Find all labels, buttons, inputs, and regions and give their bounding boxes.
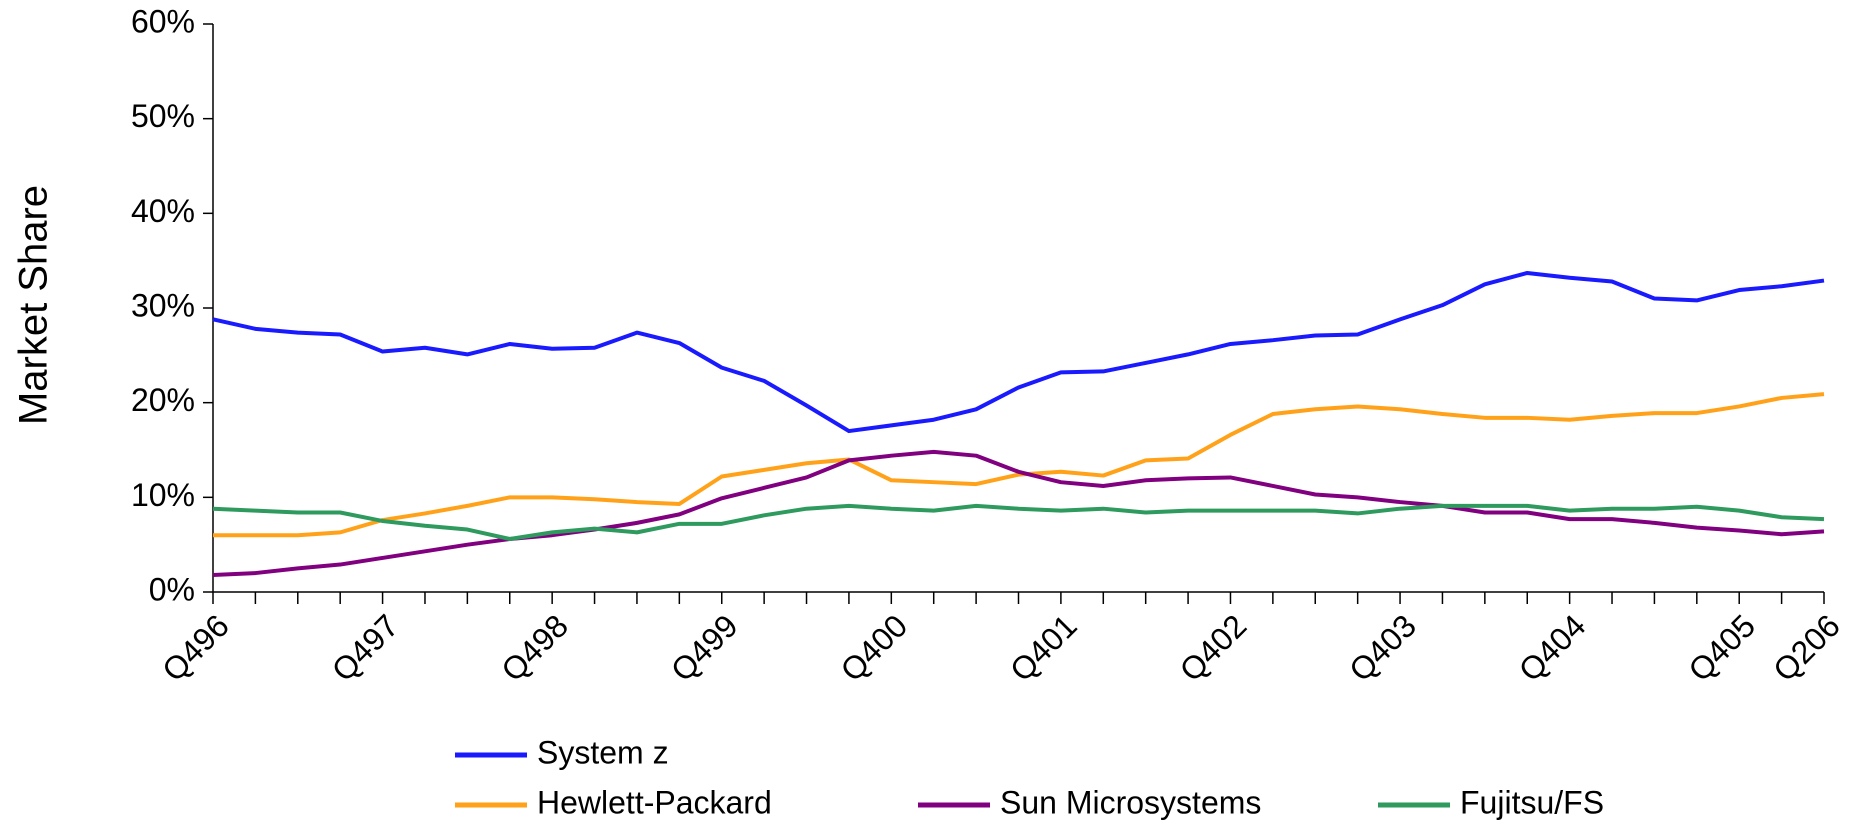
legend-label: Hewlett-Packard [537,784,772,820]
x-tick-label: Q403 [1342,607,1423,688]
x-tick-label: Q497 [325,607,406,688]
series-line [212,449,1825,577]
y-tick-label: 30% [131,287,195,323]
x-tick-label: Q402 [1173,607,1254,688]
x-tick-label: Q498 [494,607,575,688]
y-axis-label: Market Share [12,185,56,425]
legend-label: System z [537,734,669,770]
x-tick-label: Q499 [664,607,745,688]
series-line [213,392,1825,538]
x-tick-label: Q401 [1003,607,1084,688]
series-line [212,503,1825,541]
x-tick-label: Q496 [155,607,236,688]
y-tick-label: 50% [131,98,195,134]
x-tick-label: Q404 [1512,607,1593,688]
y-tick-label: 40% [131,193,195,229]
y-tick-label: 10% [131,477,195,513]
y-tick-label: 60% [131,3,195,39]
x-tick-label: Q405 [1681,607,1762,688]
x-tick-label: Q400 [833,607,914,688]
series-line [212,270,1825,434]
x-tick-label: Q206 [1766,607,1847,688]
legend-label: Fujitsu/FS [1460,784,1604,820]
y-tick-label: 0% [149,571,195,607]
legend-label: Sun Microsystems [1000,784,1261,820]
y-tick-label: 20% [131,382,195,418]
